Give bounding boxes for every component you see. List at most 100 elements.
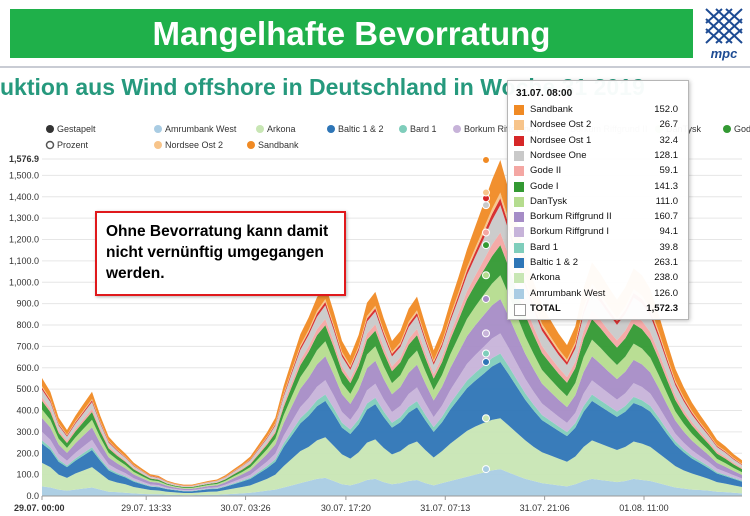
callout-text: Ohne Bevorratung kann damit nicht vernün… bbox=[106, 223, 329, 282]
lattice-logo-icon bbox=[705, 8, 743, 44]
tooltip-series-name: Nordsee Ost 2 bbox=[530, 119, 592, 131]
tooltip-row: Gode II 59.1 bbox=[514, 164, 682, 178]
legend-marker bbox=[256, 125, 264, 133]
tooltip-row: Borkum Riffgrund II 160.7 bbox=[514, 210, 682, 224]
legend-marker bbox=[154, 125, 162, 133]
logo-text: mpc bbox=[710, 46, 738, 61]
y-tick-label: 900.0 bbox=[16, 299, 39, 309]
y-tick-label: 200.0 bbox=[16, 448, 39, 458]
tooltip-swatch bbox=[514, 212, 524, 223]
tooltip-swatch bbox=[514, 181, 524, 192]
y-tick-label: 1,400.0 bbox=[9, 192, 39, 202]
tooltip-row: Sandbank 152.0 bbox=[514, 103, 682, 117]
hover-point bbox=[482, 228, 490, 237]
x-tick-label: 29.07. 00:00 bbox=[14, 503, 65, 513]
tooltip-series-name: Bard 1 bbox=[530, 241, 558, 253]
hover-point bbox=[482, 201, 490, 210]
area-series-borkum-riffgrund-ii[interactable] bbox=[42, 298, 742, 491]
legend-label[interactable]: Prozent bbox=[57, 140, 89, 150]
area-series-baltic-1-2[interactable] bbox=[42, 362, 742, 494]
tooltip-value: 1,572.3 bbox=[646, 302, 678, 314]
legend-label[interactable]: Gode I bbox=[734, 124, 750, 134]
tooltip-swatch bbox=[514, 258, 524, 268]
tooltip-series-name: TOTAL bbox=[530, 302, 561, 314]
tooltip-row: Gode I 141.3 bbox=[514, 180, 682, 194]
tooltip-swatch bbox=[514, 242, 524, 253]
hover-point bbox=[482, 358, 490, 367]
tooltip-series-name: Borkum Riffgrund II bbox=[530, 211, 612, 223]
y-tick-label: 500.0 bbox=[16, 384, 39, 394]
legend-label[interactable]: Bard 1 bbox=[410, 124, 437, 134]
tooltip-value: 32.4 bbox=[659, 134, 679, 146]
tooltip-value: 152.0 bbox=[654, 104, 678, 115]
tooltip-value: 26.7 bbox=[659, 119, 679, 131]
y-tick-label: 800.0 bbox=[16, 320, 39, 330]
tooltip-series-name: Arkona bbox=[530, 272, 561, 284]
tooltip-row: Baltic 1 & 2 263.1 bbox=[514, 256, 682, 270]
y-tick-label: 0.0 bbox=[26, 491, 39, 501]
tooltip-row: Nordsee Ost 2 26.7 bbox=[514, 118, 682, 132]
tooltip-row: Bard 1 39.8 bbox=[514, 241, 682, 255]
tooltip-value: 111.0 bbox=[655, 195, 678, 207]
tooltip-series-name: Nordsee One bbox=[530, 149, 587, 161]
x-tick-label: 31.07. 07:13 bbox=[420, 503, 470, 513]
tooltip-series-name: Baltic 1 & 2 bbox=[530, 257, 579, 268]
y-tick-label: 600.0 bbox=[16, 363, 39, 373]
tooltip-row: DanTysk 111.0 bbox=[514, 195, 682, 209]
y-tick-label: 1,100.0 bbox=[9, 256, 39, 266]
legend-label[interactable]: Baltic 1 & 2 bbox=[338, 124, 384, 134]
legend-label[interactable]: Arkona bbox=[267, 124, 296, 134]
legend-label[interactable]: Sandbank bbox=[258, 140, 299, 150]
tooltip-series-name: Gode II bbox=[530, 165, 562, 177]
tooltip-row: Borkum Riffgrund I 94.1 bbox=[514, 225, 682, 239]
legend-label[interactable]: Nordsee Ost 2 bbox=[165, 140, 223, 150]
legend-label[interactable]: Borkum Riffgrund I bbox=[464, 124, 539, 134]
mpc-logo: mpc bbox=[703, 6, 745, 64]
hover-point bbox=[482, 329, 490, 338]
legend-label[interactable]: Gestapelt bbox=[57, 124, 96, 134]
y-tick-label: 100.0 bbox=[16, 470, 39, 480]
area-series-amrumbank-west[interactable] bbox=[42, 469, 742, 496]
tooltip-row: Nordsee Ost 1 32.4 bbox=[514, 134, 682, 148]
tooltip-row: Arkona 238.0 bbox=[514, 271, 682, 285]
tooltip-swatch bbox=[514, 105, 524, 115]
tooltip-swatch bbox=[514, 288, 524, 299]
callout-box: Ohne Bevorratung kann damit nicht vernün… bbox=[95, 211, 346, 296]
tooltip-value: 160.7 bbox=[654, 211, 678, 223]
y-tick-label: 1,000.0 bbox=[9, 277, 39, 287]
tooltip-row: Amrumbank West 126.0 bbox=[514, 287, 682, 301]
legend-marker bbox=[723, 125, 731, 133]
hover-point bbox=[482, 349, 490, 358]
y-tick-label: 1,500.0 bbox=[9, 170, 39, 180]
area-series-borkum-riffgrund-i[interactable] bbox=[42, 333, 742, 491]
y-tick-label: 1,576.9 bbox=[9, 154, 39, 164]
tooltip-swatch bbox=[514, 150, 524, 161]
area-series-arkona[interactable] bbox=[42, 418, 742, 496]
chart-tooltip: 31.07. 08:00 Sandbank 152.0 Nordsee Ost 2 2… bbox=[507, 80, 689, 320]
y-tick-label: 300.0 bbox=[16, 427, 39, 437]
hover-point bbox=[482, 188, 490, 197]
legend-marker bbox=[327, 125, 335, 133]
tooltip-row: Nordsee One 128.1 bbox=[514, 149, 682, 163]
tooltip-swatch bbox=[514, 135, 524, 146]
tooltip-header: 31.07. 08:00 bbox=[516, 88, 573, 99]
hover-point bbox=[482, 465, 490, 474]
tooltip-value: 126.0 bbox=[654, 287, 678, 299]
legend-marker bbox=[45, 140, 55, 150]
x-tick-label: 30.07. 03:26 bbox=[221, 503, 271, 513]
tooltip-swatch bbox=[514, 273, 524, 284]
tooltip-value: 141.3 bbox=[654, 180, 678, 192]
legend-label[interactable]: Amrumbank West bbox=[165, 124, 237, 134]
tooltip-swatch bbox=[514, 166, 524, 177]
hover-point bbox=[482, 294, 490, 303]
header-divider bbox=[0, 66, 750, 68]
tooltip-series-name: DanTysk bbox=[530, 195, 567, 207]
y-tick-label: 400.0 bbox=[16, 406, 39, 416]
tooltip-value: 128.1 bbox=[654, 149, 678, 161]
hover-point bbox=[482, 241, 490, 250]
tooltip-series-name: Nordsee Ost 1 bbox=[530, 134, 592, 146]
y-tick-label: 700.0 bbox=[16, 341, 39, 351]
tooltip-series-name: Gode I bbox=[530, 180, 559, 192]
x-tick-label: 01.08. 11:00 bbox=[619, 503, 668, 513]
tooltip-value: 39.8 bbox=[659, 241, 679, 253]
